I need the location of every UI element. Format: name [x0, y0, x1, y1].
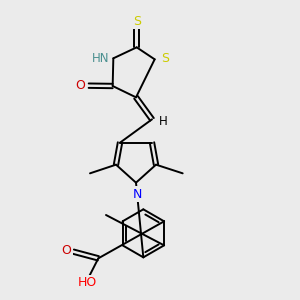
Text: HN: HN	[92, 52, 109, 65]
Text: S: S	[161, 52, 169, 65]
Text: O: O	[61, 244, 71, 257]
Text: H: H	[159, 115, 168, 128]
Text: O: O	[76, 79, 85, 92]
Text: N: N	[132, 188, 142, 201]
Text: S: S	[133, 15, 141, 28]
Text: HO: HO	[78, 277, 97, 290]
